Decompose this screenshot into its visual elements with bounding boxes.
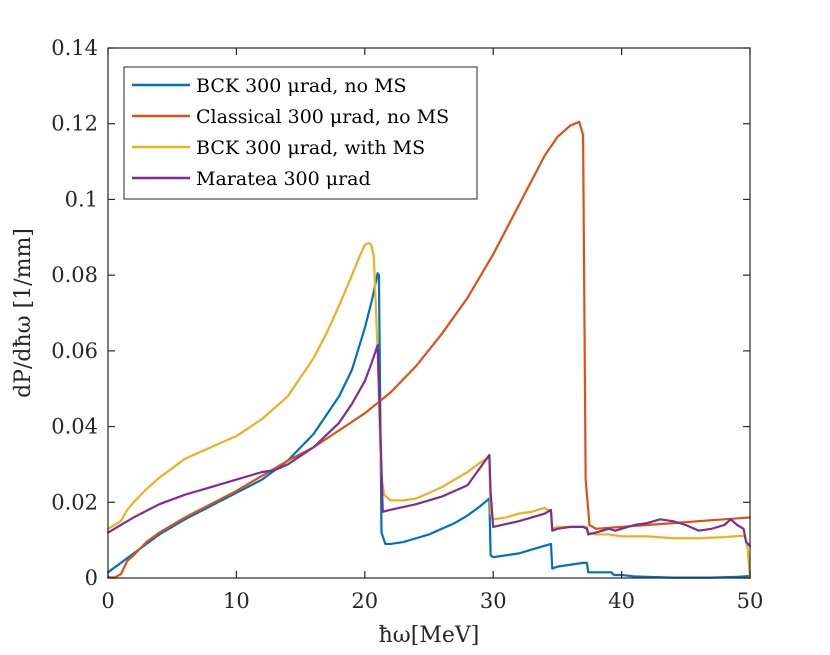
legend: BCK 300 μrad, no MS Classical 300 μrad, n… [123, 66, 478, 200]
legend-label-0: BCK 300 μrad, no MS [196, 75, 407, 97]
series-layer [106, 120, 752, 580]
series-line-1 [106, 120, 752, 579]
x-tick-label: 30 [480, 589, 507, 613]
y-axis-label: dP/dħω [1/mm] [11, 228, 36, 398]
x-axis-label: ħω[MeV] [379, 623, 480, 648]
legend-label-2: BCK 300 μrad, with MS [196, 137, 425, 159]
series-line-3 [106, 344, 752, 547]
legend-label-1: Classical 300 μrad, no MS [196, 106, 449, 128]
y-tick-label: 0.04 [51, 415, 98, 439]
plot-frame [107, 47, 751, 579]
x-tick-label: 0 [101, 589, 114, 613]
y-tick-label: 0.1 [65, 187, 98, 211]
y-tick-label: 0.02 [51, 490, 98, 514]
legend-label-3: Maratea 300 μrad [196, 168, 371, 190]
x-tick-label: 40 [608, 589, 635, 613]
x-tick-label: 10 [223, 589, 250, 613]
x-tick-label: 20 [351, 589, 378, 613]
x-tick-label: 50 [737, 589, 764, 613]
tick-layer: 0 10 20 30 40 50 0 0.02 0.04 0.06 0.08 0.1 0.12 0.14 [51, 36, 763, 613]
y-tick-label: 0 [85, 566, 98, 590]
y-tick-label: 0.08 [51, 263, 98, 287]
y-tick-label: 0.06 [51, 339, 98, 363]
y-tick-label: 0.14 [51, 36, 98, 60]
series-line-0 [106, 272, 752, 579]
y-tick-label: 0.12 [51, 112, 98, 136]
